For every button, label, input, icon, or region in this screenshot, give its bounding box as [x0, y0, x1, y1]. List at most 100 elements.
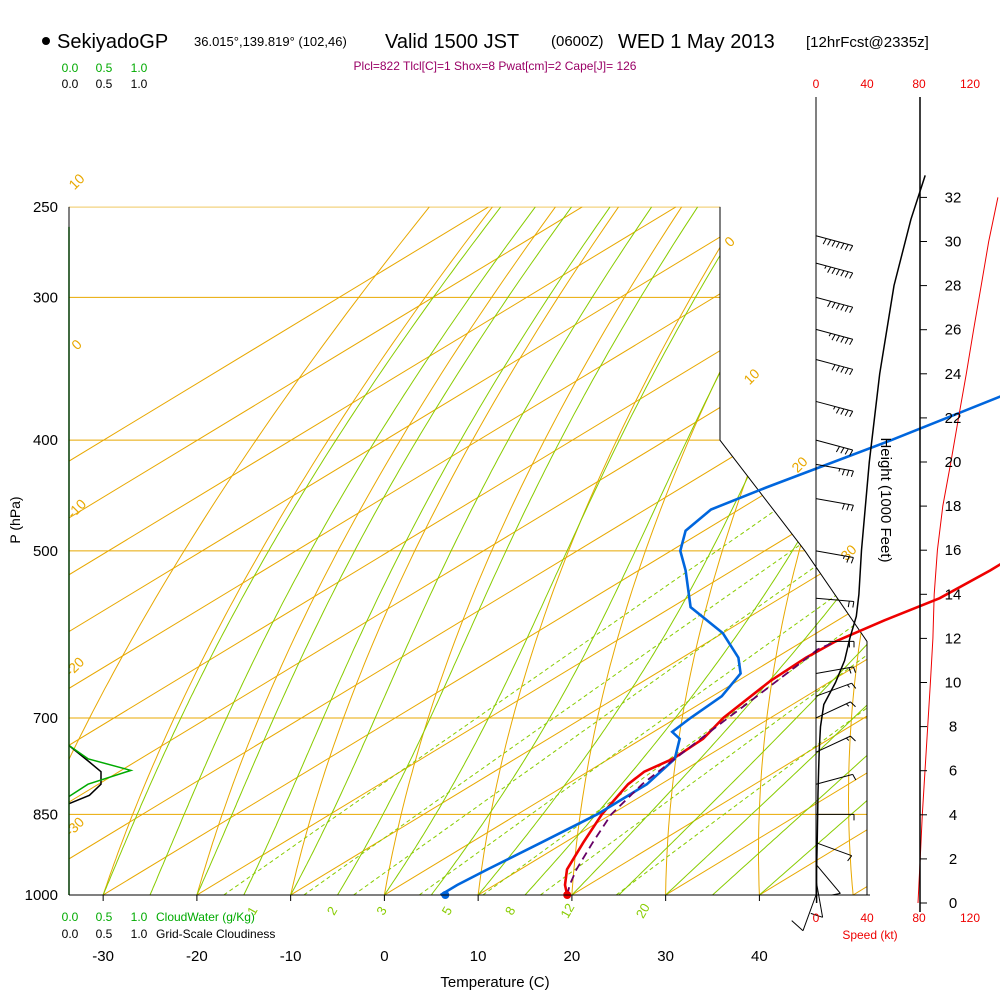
wind-barb — [815, 463, 854, 477]
wind-barb-flag — [849, 272, 854, 279]
wind-barb-flag — [846, 556, 850, 563]
mixing-ratio-line — [303, 439, 867, 896]
height-tick-label: 24 — [945, 366, 962, 383]
height-tick-label: 6 — [949, 763, 957, 780]
wind-barb-staff — [815, 666, 854, 674]
wind-barb-staff — [815, 262, 853, 274]
temperature-tick-label: -20 — [186, 948, 208, 965]
dry-adiabat — [102, 206, 493, 896]
mixing-ratio-label: 5 — [439, 904, 456, 918]
wind-barb — [815, 296, 854, 314]
station-name: SekiyadoGP — [57, 31, 168, 53]
speed-tick-label-top: 80 — [912, 77, 926, 91]
dry-adiabat — [571, 206, 809, 896]
wind-barb-staff — [815, 328, 853, 340]
wind-barb-staff — [815, 463, 854, 472]
stability-indices: Plcl=822 Tlcl[C]=1 Shox=8 Pwat[cm]=2 Cap… — [354, 59, 637, 73]
pressure-tick-label: 250 — [33, 199, 58, 216]
isotherm-line — [69, 206, 583, 896]
cloudiness-label: Grid-Scale Cloudiness — [156, 927, 275, 941]
isotherm-line — [69, 206, 489, 896]
wind-barb — [815, 235, 854, 252]
isotherm-line — [69, 206, 864, 896]
wind-barb-flag — [844, 409, 849, 416]
pressure-tick-label: 700 — [33, 710, 58, 727]
temperature-tick-label: -10 — [280, 948, 302, 965]
speed-tick-label-top: 0 — [813, 77, 820, 91]
isotherm-line — [102, 206, 867, 896]
wind-barb-flag — [846, 504, 850, 511]
wind-barb — [815, 358, 854, 376]
valid-time: Valid 1500 JST — [385, 31, 519, 53]
wind-barb-flag — [849, 306, 854, 314]
speed-tick-label-bottom: 120 — [960, 911, 980, 925]
wind-barb-flag — [831, 240, 836, 247]
wind-barb — [791, 894, 817, 932]
height-tick-label: 2 — [949, 851, 957, 868]
isotherm-line — [69, 206, 771, 896]
moist-adiabat — [759, 206, 867, 896]
moist-adiabat — [337, 206, 699, 896]
moist-adiabat — [524, 206, 867, 896]
wind-barb-flag — [844, 367, 849, 374]
pressure-tick-label: 500 — [33, 543, 58, 560]
cloudiness-tick-label-bottom: 0.5 — [96, 927, 113, 941]
dry-adiabat-label: 0 — [68, 336, 85, 353]
moist-adiabat — [618, 206, 867, 896]
wind-barb — [815, 863, 841, 896]
dry-adiabat-label: 10 — [740, 365, 762, 387]
wind-barb-staff — [815, 235, 853, 247]
temperature-tick-label: 40 — [751, 948, 768, 965]
wind-barb-flag — [827, 301, 832, 308]
wind-barb-flag — [831, 364, 836, 371]
dry-adiabat — [290, 206, 620, 896]
wind-barb — [815, 666, 856, 674]
wind-barb — [815, 328, 854, 346]
dry-adiabat-label: -30 — [62, 814, 88, 840]
wind-barb-flag — [822, 238, 827, 245]
wind-barb — [815, 773, 857, 785]
dry-adiabat-label: 10 — [65, 170, 87, 192]
moist-adiabat — [102, 206, 502, 896]
cloudwater-curve — [68, 744, 134, 798]
wind-barb-flag — [831, 302, 836, 309]
height-tick-label: 4 — [949, 807, 957, 824]
cloudwater-tick-label-bottom: 1.0 — [131, 910, 148, 924]
wind-barb-flag — [827, 239, 832, 246]
wind-barb-flag — [810, 912, 823, 918]
temperature-tick-label: 0 — [380, 948, 388, 965]
y-axis-label: P (hPa) — [7, 496, 23, 543]
cloudwater-tick-label-top: 0.0 — [62, 61, 79, 75]
wind-barb-staff — [815, 358, 853, 370]
pressure-tick-label: 400 — [33, 432, 58, 449]
dry-adiabat — [848, 206, 867, 896]
pressure-tick-label: 300 — [33, 289, 58, 306]
isotherm-line — [384, 206, 867, 896]
moist-adiabat — [243, 206, 611, 896]
wind-barbs — [791, 235, 857, 932]
cloudiness-tick-label-bottom: 0.0 — [62, 927, 79, 941]
wind-barb — [815, 498, 854, 512]
mixing-ratio-label: 20 — [633, 901, 653, 921]
wind-barb-flag — [849, 245, 854, 252]
height-tick-label: 16 — [945, 542, 962, 559]
wind-barb-flag — [844, 448, 849, 455]
wind-barb-flag — [840, 336, 845, 343]
utc-time: (0600Z) — [551, 33, 604, 50]
wind-barb-flag — [835, 446, 840, 453]
moist-adiabat — [383, 206, 751, 896]
wind-barb-staff — [815, 863, 841, 894]
wind-barb-flag — [841, 469, 845, 476]
wind-barb-flag — [851, 682, 857, 689]
wind-barb-flag — [844, 271, 849, 278]
x-axis-label: Temperature (C) — [440, 974, 549, 991]
wind-barb-flag — [848, 667, 852, 674]
height-tick-label: 10 — [945, 675, 962, 692]
wind-barb-flag — [835, 335, 840, 342]
wind-barb-flag — [835, 241, 840, 248]
moist-adiabat — [430, 206, 811, 896]
isotherm-line — [196, 206, 867, 896]
dry-adiabat-label: 0 — [721, 233, 738, 250]
wind-barb-staff — [815, 842, 852, 857]
